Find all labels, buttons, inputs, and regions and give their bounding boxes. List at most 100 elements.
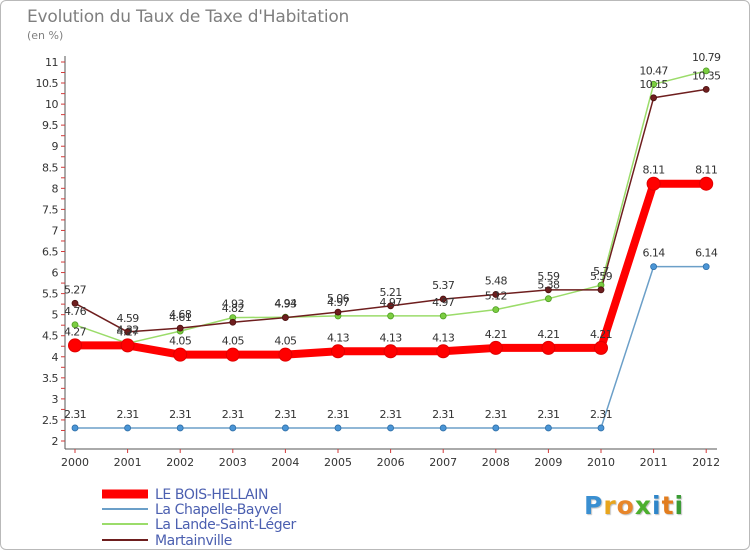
data-point xyxy=(229,318,237,326)
y-tick-label: 11 xyxy=(45,56,58,69)
data-label: 6.14 xyxy=(695,247,718,260)
data-label: 5.7 xyxy=(593,265,609,278)
data-point xyxy=(71,299,79,307)
data-label: 4.05 xyxy=(222,335,245,348)
data-point xyxy=(124,328,131,336)
data-label: 4.93 xyxy=(222,298,245,311)
x-tick-label: 2000 xyxy=(61,456,89,469)
logo-letter: P xyxy=(584,491,604,520)
data-point xyxy=(331,344,345,359)
data-point xyxy=(492,291,500,298)
data-point xyxy=(650,263,657,271)
data-label: 4.59 xyxy=(117,312,140,325)
data-point xyxy=(176,324,184,332)
data-label: 4.21 xyxy=(590,328,612,341)
y-tick-label: 10.5 xyxy=(36,77,59,90)
data-label: 4.13 xyxy=(380,331,403,344)
data-point xyxy=(387,424,395,432)
data-label: 5.59 xyxy=(590,270,613,283)
data-label: 5.37 xyxy=(432,279,455,292)
y-tick-label: 8 xyxy=(52,182,59,195)
legend-label: LE BOIS-HELLAIN xyxy=(155,487,268,503)
y-tick-label: 2.5 xyxy=(42,414,58,427)
data-label: 4.21 xyxy=(485,328,507,341)
y-tick-label: 9.5 xyxy=(42,119,58,132)
data-point xyxy=(383,344,398,359)
data-label: 5.21 xyxy=(380,286,402,299)
data-point xyxy=(650,94,657,102)
x-tick-label: 2001 xyxy=(114,456,142,469)
data-label: 2.31 xyxy=(537,408,559,421)
data-label: 4.61 xyxy=(169,311,191,324)
data-point xyxy=(439,312,447,320)
data-label: 4.05 xyxy=(274,335,297,348)
y-tick-label: 3 xyxy=(52,393,59,406)
data-point xyxy=(545,295,552,303)
chart-title: Evolution du Taux de Taxe d'Habitation xyxy=(27,7,350,27)
data-point xyxy=(597,424,605,432)
logo-letter: i xyxy=(674,491,685,520)
data-point xyxy=(334,424,342,432)
y-tick-label: 4 xyxy=(52,351,59,364)
data-point xyxy=(120,338,135,353)
data-label: 5.59 xyxy=(537,270,560,283)
data-point xyxy=(488,340,503,355)
data-point xyxy=(492,306,500,314)
x-tick-label: 2008 xyxy=(482,456,510,469)
data-point xyxy=(124,424,131,432)
data-label: 10.35 xyxy=(692,69,721,82)
data-label: 6.14 xyxy=(643,247,666,260)
data-point xyxy=(702,263,710,271)
data-label: 4.82 xyxy=(222,302,244,315)
x-tick-label: 2004 xyxy=(271,456,299,469)
y-tick-label: 6 xyxy=(52,267,59,280)
data-label: 4.97 xyxy=(327,296,350,309)
data-label: 4.13 xyxy=(327,331,350,344)
data-label: 4.97 xyxy=(380,296,403,309)
data-label: 2.31 xyxy=(169,408,191,421)
data-point xyxy=(281,314,289,322)
data-point xyxy=(597,286,605,294)
data-label: 4.32 xyxy=(117,323,139,336)
data-point xyxy=(387,312,395,320)
data-label: 4.27 xyxy=(117,325,140,338)
data-point xyxy=(229,424,237,432)
data-label: 2.31 xyxy=(327,408,349,421)
y-tick-label: 9 xyxy=(52,140,59,153)
data-label: 10.15 xyxy=(639,78,668,91)
data-point xyxy=(545,424,552,432)
data-point xyxy=(650,80,657,88)
data-label: 2.31 xyxy=(222,408,244,421)
legend-label: La Lande-Saint-Léger xyxy=(155,517,296,533)
x-tick-label: 2005 xyxy=(324,456,352,469)
y-tick-label: 10 xyxy=(45,98,58,111)
y-tick-label: 7.5 xyxy=(42,203,58,216)
y-tick-label: 8.5 xyxy=(42,161,58,174)
x-tick-label: 2010 xyxy=(587,456,615,469)
data-point xyxy=(225,347,240,362)
data-point xyxy=(71,321,79,329)
data-label: 4.27 xyxy=(64,325,87,338)
x-tick-label: 2006 xyxy=(377,456,405,469)
legend-label: Martainville xyxy=(155,533,232,549)
data-label: 4.21 xyxy=(537,328,559,341)
data-point xyxy=(68,338,82,353)
data-point xyxy=(173,347,188,362)
data-point xyxy=(594,340,608,355)
x-tick-label: 2009 xyxy=(534,456,562,469)
x-tick-label: 2012 xyxy=(692,456,720,469)
x-tick-label: 2003 xyxy=(219,456,247,469)
data-label: 5.06 xyxy=(327,292,350,305)
data-label: 2.31 xyxy=(274,408,296,421)
data-point xyxy=(699,176,714,191)
logo-letter: r xyxy=(603,491,617,520)
data-label: 8.11 xyxy=(643,164,665,177)
data-point xyxy=(387,302,395,310)
y-tick-label: 3.5 xyxy=(42,372,58,385)
y-tick-label: 5.5 xyxy=(42,288,58,301)
x-tick-label: 2002 xyxy=(166,456,194,469)
data-label: 4.13 xyxy=(432,331,455,344)
data-label: 4.93 xyxy=(274,298,297,311)
